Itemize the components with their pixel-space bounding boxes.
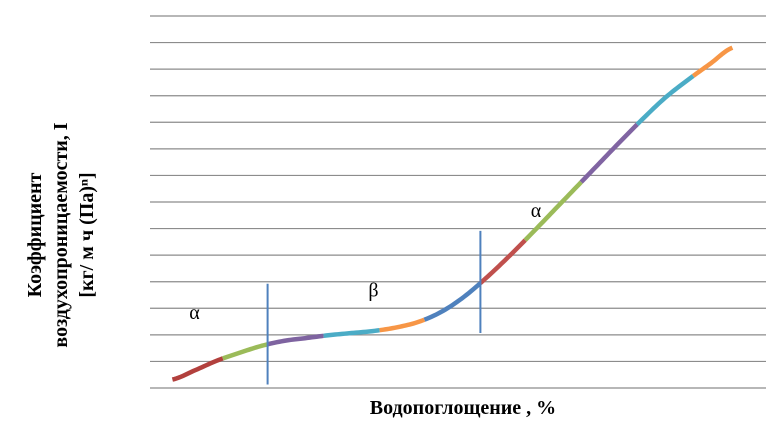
series-line-segment (523, 180, 583, 242)
series-line-segment (171, 356, 224, 382)
series-line-segment (267, 333, 324, 347)
region-boundaries (266, 230, 482, 385)
y-axis-label: Коэффициент воздухопроницаемости, I [кг/… (24, 122, 98, 347)
series-line-segment (379, 317, 426, 333)
gridlines (150, 15, 766, 389)
y-axis-label-line-3: [кг/ м ч (Па)ⁿ] (76, 172, 98, 297)
series-line-segment (579, 122, 639, 184)
series-line-segment (222, 342, 269, 361)
region-annotation: α (189, 302, 200, 324)
y-axis-label-line-2: воздухопроницаемости, I (50, 122, 72, 347)
x-axis-label: Водопоглощение , % (370, 397, 556, 419)
series-line-segment (323, 327, 380, 339)
region-annotation: β (368, 279, 378, 301)
series-line-segment (423, 281, 482, 322)
series-line-segment (478, 238, 527, 285)
y-axis-label-line-1: Коэффициент (24, 172, 46, 297)
region-annotations: α β α (189, 200, 542, 324)
region-annotation: α (531, 200, 542, 222)
plot-area (171, 45, 734, 382)
series-line-segment (635, 74, 695, 126)
series-line-segment (691, 45, 734, 78)
